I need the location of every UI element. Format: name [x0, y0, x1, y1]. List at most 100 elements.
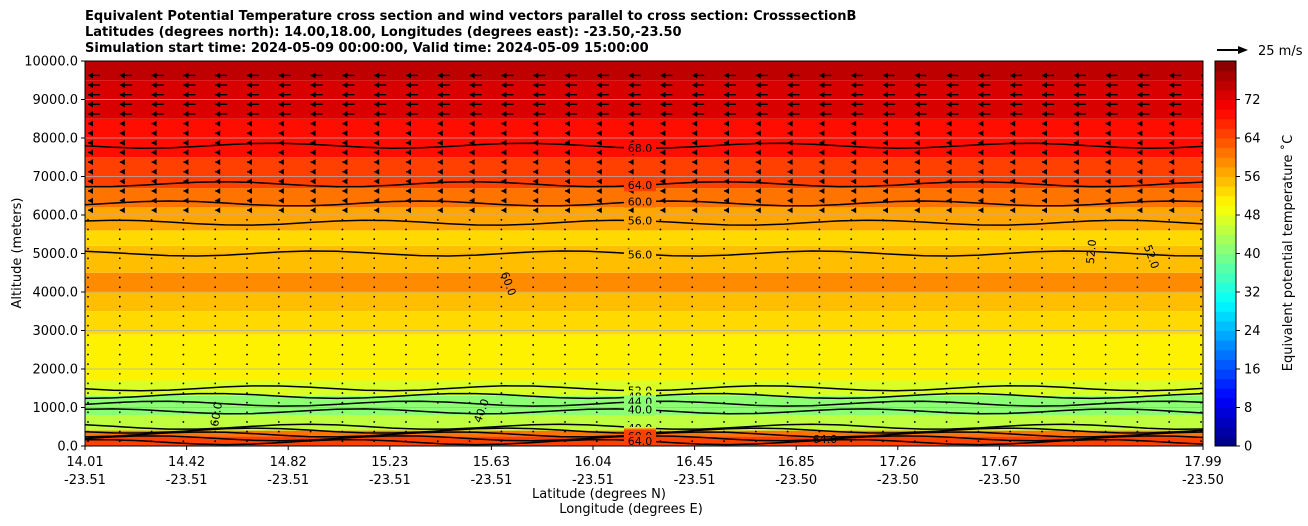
wind-vector-head — [374, 159, 380, 166]
wind-vector — [436, 392, 439, 394]
wind-vector — [500, 411, 503, 414]
wind-vector-head — [1137, 101, 1143, 108]
wind-vector — [182, 286, 185, 289]
wind-vector-head — [565, 187, 570, 194]
y-tick-label: 2000.0 — [33, 363, 79, 378]
wind-vector — [1168, 353, 1171, 356]
wind-vector-head — [819, 207, 825, 214]
wind-vector — [914, 187, 920, 194]
wind-vector — [119, 120, 125, 127]
wind-vector — [818, 440, 821, 443]
wind-vector — [850, 411, 853, 414]
wind-vector-head — [883, 168, 888, 175]
wind-vector — [405, 238, 407, 240]
wind-vector-head — [374, 139, 380, 146]
wind-vector-head — [183, 130, 189, 137]
wind-vector — [468, 401, 471, 404]
wind-vector — [1136, 276, 1139, 279]
wind-vector — [1010, 159, 1016, 166]
wind-vector — [1041, 411, 1043, 414]
wind-vector — [724, 168, 729, 175]
wind-vector — [341, 247, 344, 250]
wind-vector — [469, 197, 475, 204]
wind-vector — [1137, 91, 1150, 98]
wind-vector — [500, 401, 503, 404]
wind-vector — [182, 363, 185, 366]
wind-vector — [818, 382, 821, 385]
wind-vector-head — [278, 159, 284, 166]
wind-vector-head — [1073, 207, 1079, 214]
wind-vector — [1200, 353, 1202, 356]
wind-vector — [723, 353, 725, 356]
wind-vector — [565, 197, 570, 204]
wind-vector — [1072, 382, 1075, 385]
wind-vector — [978, 197, 984, 204]
wind-vector — [118, 247, 121, 250]
wind-vector — [1042, 197, 1047, 204]
wind-vector-head — [501, 110, 507, 117]
wind-vector — [1168, 324, 1171, 327]
wind-vector — [883, 187, 888, 194]
wind-vector — [183, 187, 189, 194]
wind-vector-head — [565, 168, 570, 175]
wind-vector — [786, 324, 789, 327]
wind-vector — [564, 228, 566, 231]
wind-vector-head — [883, 197, 888, 204]
wind-vector — [342, 120, 348, 127]
wind-vector — [818, 218, 821, 221]
wind-vector — [500, 238, 503, 240]
wind-vector — [405, 401, 407, 404]
wind-vector — [627, 276, 630, 279]
wind-vector — [1168, 411, 1171, 414]
wind-vector — [724, 110, 736, 117]
colorbar-segment — [1215, 215, 1236, 226]
wind-vector — [565, 159, 570, 166]
wind-vector — [786, 344, 789, 346]
wind-vector — [977, 276, 980, 279]
wind-vector — [883, 110, 895, 117]
wind-vector — [277, 238, 280, 240]
wind-vector — [247, 149, 252, 156]
wind-vector-head — [724, 130, 729, 137]
wind-vector — [945, 295, 948, 298]
wind-vector — [595, 382, 598, 385]
wind-vector-head — [1137, 149, 1143, 156]
wind-vector-head — [119, 110, 125, 117]
wind-vector — [341, 315, 344, 317]
wind-vector — [565, 139, 570, 146]
contour-label: 60.0 — [628, 196, 653, 209]
wind-vector — [88, 72, 100, 79]
wind-vector — [595, 392, 598, 394]
wind-vector — [501, 82, 514, 89]
wind-vector — [850, 238, 853, 240]
wind-vector-head — [851, 159, 857, 166]
wind-vector — [374, 187, 380, 194]
wind-vector — [406, 120, 411, 127]
wind-vector — [1072, 228, 1075, 231]
wind-vector — [977, 344, 980, 346]
wind-vector — [595, 372, 598, 375]
wind-vector — [501, 139, 507, 146]
wind-vector-head — [1105, 187, 1111, 194]
wind-vector — [850, 247, 853, 250]
wind-vector — [818, 344, 821, 346]
colorbar-segment — [1215, 436, 1236, 447]
wind-vector — [405, 411, 407, 414]
wind-vector — [87, 295, 89, 298]
x-tick-label-longitude: -23.51 — [369, 473, 411, 488]
wind-vector-head — [883, 149, 888, 156]
wind-vector — [1041, 401, 1043, 404]
wind-vector-head — [692, 110, 698, 117]
wind-vector — [723, 295, 725, 298]
wind-vector — [437, 101, 450, 108]
wind-vector — [628, 168, 634, 175]
wind-vector — [214, 324, 217, 327]
wind-vector — [754, 411, 757, 414]
wind-vector — [118, 344, 121, 346]
wind-vector — [118, 382, 121, 385]
wind-vector — [1041, 440, 1043, 443]
x-tick-label-latitude: 17.99 — [1184, 455, 1221, 470]
wind-vector — [468, 344, 471, 346]
wind-vector — [118, 324, 121, 327]
wind-vector-head — [914, 110, 920, 117]
